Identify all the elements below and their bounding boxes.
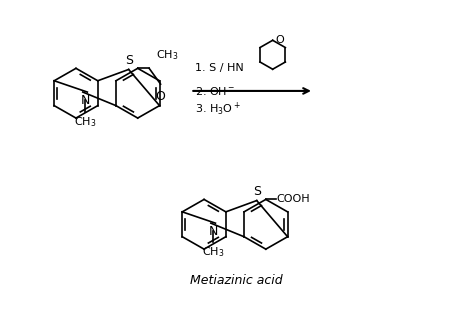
Text: COOH: COOH: [277, 194, 310, 204]
Text: CH$_3$: CH$_3$: [74, 116, 96, 129]
Text: N: N: [81, 94, 90, 107]
Text: 1. S / HN: 1. S / HN: [195, 63, 244, 73]
Text: O: O: [275, 35, 284, 45]
Text: S: S: [125, 54, 132, 67]
Text: CH$_3$: CH$_3$: [202, 245, 225, 259]
Text: 3. H$_3$O$^+$: 3. H$_3$O$^+$: [195, 100, 241, 118]
Text: CH$_3$: CH$_3$: [156, 48, 179, 62]
Text: N: N: [208, 225, 218, 238]
Text: S: S: [253, 185, 261, 198]
Text: Metiazinic acid: Metiazinic acid: [190, 274, 282, 287]
Text: 2. OH$^-$: 2. OH$^-$: [195, 85, 235, 97]
Text: O: O: [156, 90, 166, 103]
